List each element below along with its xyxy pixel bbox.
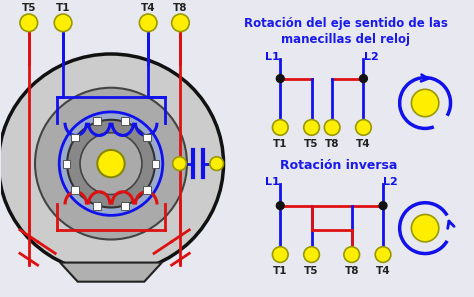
- Circle shape: [97, 150, 125, 177]
- Circle shape: [276, 75, 284, 83]
- Text: T1: T1: [273, 266, 288, 276]
- Circle shape: [379, 202, 387, 210]
- Circle shape: [375, 247, 391, 262]
- Text: L2: L2: [364, 52, 379, 62]
- Circle shape: [273, 247, 288, 262]
- Circle shape: [210, 157, 224, 170]
- Circle shape: [356, 120, 371, 135]
- Text: T1: T1: [273, 139, 288, 149]
- Circle shape: [273, 120, 288, 135]
- Bar: [121, 202, 128, 210]
- Text: T5: T5: [21, 3, 36, 13]
- Ellipse shape: [0, 54, 224, 273]
- Bar: [63, 160, 71, 168]
- Text: T5: T5: [304, 139, 319, 149]
- Ellipse shape: [59, 112, 163, 215]
- Text: T8: T8: [345, 266, 359, 276]
- Circle shape: [344, 247, 360, 262]
- Text: Rotación inversa: Rotación inversa: [280, 159, 398, 172]
- Ellipse shape: [35, 88, 187, 239]
- Text: L1: L1: [265, 177, 280, 187]
- Text: Rotación del eje sentido de las: Rotación del eje sentido de las: [244, 17, 448, 30]
- Text: L1: L1: [265, 52, 280, 62]
- Text: T4: T4: [376, 266, 390, 276]
- Circle shape: [276, 202, 284, 210]
- Text: T4: T4: [141, 3, 155, 13]
- Bar: [143, 186, 151, 194]
- Bar: [71, 134, 79, 141]
- Circle shape: [54, 14, 72, 31]
- Circle shape: [304, 120, 319, 135]
- Text: manecillas del reloj: manecillas del reloj: [282, 33, 410, 46]
- Circle shape: [411, 214, 439, 242]
- Circle shape: [411, 89, 439, 117]
- Text: T8: T8: [173, 3, 188, 13]
- Bar: [71, 186, 79, 194]
- Bar: [93, 202, 101, 210]
- Circle shape: [173, 157, 186, 170]
- Polygon shape: [60, 263, 162, 282]
- Ellipse shape: [80, 133, 142, 195]
- Circle shape: [304, 247, 319, 262]
- Text: T8: T8: [325, 139, 339, 149]
- Bar: [93, 118, 101, 125]
- Circle shape: [20, 14, 37, 31]
- Text: T1: T1: [56, 3, 70, 13]
- Ellipse shape: [67, 120, 155, 208]
- Text: T5: T5: [304, 266, 319, 276]
- Circle shape: [324, 120, 340, 135]
- Text: T4: T4: [356, 139, 371, 149]
- Bar: [143, 134, 151, 141]
- Text: L2: L2: [383, 177, 398, 187]
- Circle shape: [172, 14, 189, 31]
- Circle shape: [139, 14, 157, 31]
- Circle shape: [360, 75, 367, 83]
- Bar: [152, 160, 159, 168]
- Bar: [121, 118, 128, 125]
